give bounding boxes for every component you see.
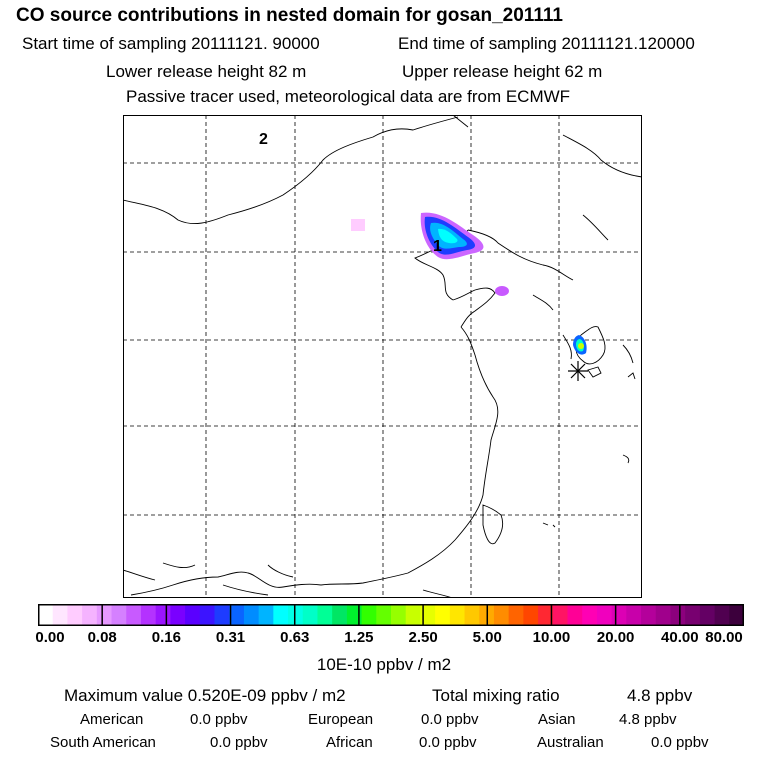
colorbar-swatch — [258, 604, 274, 626]
colorbar-swatch — [361, 604, 377, 626]
colorbar-frame — [38, 604, 744, 626]
colorbar-swatch — [170, 604, 186, 626]
colorbar-swatch — [273, 604, 289, 626]
upper-release-label: Upper release height 62 m — [402, 62, 603, 81]
colorbar-tick-label: 0.08 — [87, 629, 117, 646]
colorbar-swatch — [699, 604, 716, 626]
max-value-label: Maximum value 0.520E-09 ppbv / m2 — [64, 686, 346, 705]
colorbar-swatch — [641, 604, 657, 626]
graticule — [123, 115, 642, 598]
colorbar-swatch — [126, 604, 142, 626]
colorbar-swatch — [685, 604, 701, 626]
colorbar-tick-label: 0.00 — [35, 629, 65, 646]
plume-bohai — [495, 286, 509, 296]
colorbar-swatch — [523, 604, 539, 626]
total-mixing-value: 4.8 ppbv — [627, 686, 693, 705]
colorbar-swatch — [376, 604, 392, 626]
map-frame — [123, 115, 642, 598]
map-canvas: 1 2 — [123, 115, 642, 598]
colorbar-swatch — [38, 604, 54, 626]
colorbar-swatch — [493, 604, 510, 626]
map-label-1: 1 — [433, 238, 442, 255]
colorbar-swatch — [332, 604, 348, 626]
region-value: 0.0 ppbv — [651, 734, 709, 751]
colorbar — [37, 604, 745, 626]
colorbar-tick-label: 0.16 — [151, 629, 181, 646]
asterisk-icon — [568, 361, 588, 381]
region-value: 0.0 ppbv — [419, 734, 477, 751]
region-value: 0.0 ppbv — [421, 711, 479, 728]
colorbar-tick-label: 0.31 — [215, 629, 246, 646]
colorbar-swatches — [37, 604, 745, 626]
plume-small-west — [351, 219, 365, 231]
colorbar-swatch — [611, 604, 627, 626]
colorbar-swatch — [567, 604, 583, 626]
colorbar-swatch — [82, 604, 98, 626]
colorbar-tick-label: 80.00 — [705, 629, 743, 646]
region-value: 4.8 ppbv — [619, 711, 677, 728]
region-name: American — [80, 711, 144, 728]
plot-title: CO source contributions in nested domain… — [16, 5, 563, 26]
colorbar-swatch — [538, 604, 554, 626]
colorbar-swatch — [729, 604, 745, 626]
colorbar-swatch — [405, 604, 421, 626]
total-mixing-label: Total mixing ratio — [432, 686, 560, 705]
colorbar-swatch — [626, 604, 642, 626]
colorbar-swatch — [714, 604, 730, 626]
colorbar-swatch — [508, 604, 524, 626]
colorbar-swatch — [67, 604, 83, 626]
colorbar-swatch — [464, 604, 480, 626]
colorbar-swatch — [140, 604, 157, 626]
colorbar-swatch — [288, 604, 304, 626]
tracer-note: Passive tracer used, meteorological data… — [126, 87, 571, 106]
tracer-plumes — [351, 212, 587, 355]
region-name: African — [326, 734, 373, 751]
colorbar-swatch — [317, 604, 333, 626]
colorbar-swatch — [346, 604, 363, 626]
colorbar-swatch — [391, 604, 407, 626]
colorbar-swatch — [52, 604, 68, 626]
colorbar-swatch — [96, 604, 113, 626]
colorbar-swatch — [420, 604, 436, 626]
colorbar-swatch — [229, 604, 245, 626]
map-panel: 1 2 — [123, 115, 642, 598]
colorbar-swatch — [199, 604, 215, 626]
colorbar-swatch — [185, 604, 201, 626]
plume-korea-core — [578, 343, 584, 349]
colorbar-tick-label: 40.00 — [661, 629, 699, 646]
colorbar-tick-label: 5.00 — [472, 629, 502, 646]
region-name: Australian — [537, 734, 604, 751]
colorbar-tick-label: 10.00 — [532, 629, 571, 646]
colorbar-tick-label: 20.00 — [596, 629, 635, 646]
end-time-label: End time of sampling 20111121.120000 — [398, 34, 695, 53]
region-value: 0.0 ppbv — [210, 734, 268, 751]
region-value: 0.0 ppbv — [190, 711, 248, 728]
colorbar-swatch — [449, 604, 466, 626]
colorbar-tick-label: 1.25 — [344, 629, 374, 646]
region-name: South American — [50, 734, 156, 751]
colorbar-swatch — [243, 604, 260, 626]
colorbar-swatch — [582, 604, 598, 626]
region-name: Asian — [538, 711, 576, 728]
start-time-label: Start time of sampling 20111121. 90000 — [22, 34, 320, 53]
colorbar-swatch — [435, 604, 451, 626]
colorbar-swatch — [214, 604, 230, 626]
lower-release-label: Lower release height 82 m — [106, 62, 307, 81]
colorbar-tick-label: 2.50 — [408, 629, 438, 646]
colorbar-swatch — [155, 604, 171, 626]
colorbar-swatch — [596, 604, 613, 626]
colorbar-tick-label: 0.63 — [280, 629, 310, 646]
map-label-2: 2 — [259, 131, 268, 148]
colorbar-swatch — [302, 604, 318, 626]
colorbar-swatch — [655, 604, 671, 626]
colorbar-swatch — [552, 604, 568, 626]
colorbar-unit: 10E-10 ppbv / m2 — [316, 655, 452, 674]
colorbar-swatch — [111, 604, 127, 626]
plume-main-core — [438, 228, 458, 244]
colorbar-swatch — [670, 604, 686, 626]
region-name: European — [308, 711, 374, 728]
